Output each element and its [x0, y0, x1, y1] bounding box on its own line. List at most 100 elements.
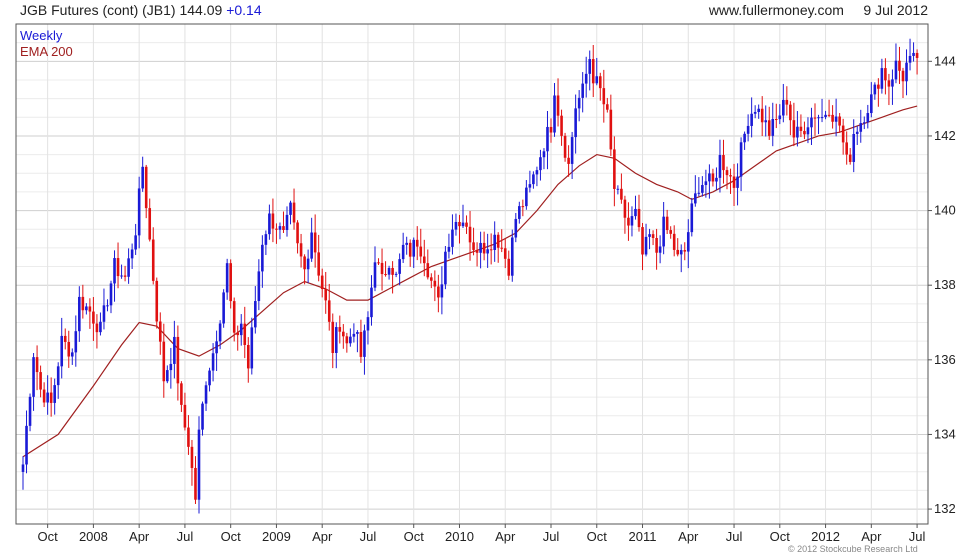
candle-body — [275, 228, 278, 230]
candle-body — [447, 246, 451, 252]
candle-body — [630, 216, 634, 226]
y-tick-label: 132 — [934, 501, 956, 516]
candle-body — [53, 385, 56, 403]
candle-body — [148, 208, 152, 240]
chart-header-right: www.fullermoney.com 9 Jul 2012 — [709, 2, 928, 18]
candle-body — [39, 372, 42, 390]
candle-body — [697, 192, 701, 194]
candle-body — [686, 232, 690, 252]
candle-body — [81, 296, 85, 311]
candle-body — [229, 263, 232, 302]
candle-body — [500, 247, 504, 249]
candle-body — [651, 234, 655, 239]
candle-body — [264, 234, 268, 245]
candle-body — [739, 142, 743, 177]
candle-body — [78, 296, 81, 332]
candle-body — [824, 114, 827, 118]
candle-body — [588, 59, 592, 74]
candle-body — [560, 115, 563, 136]
candle-body — [451, 229, 454, 247]
candle-body — [313, 232, 317, 253]
candle-body — [859, 123, 863, 132]
candle-body — [401, 244, 405, 260]
candle-body — [120, 275, 123, 277]
candle-body — [106, 305, 109, 307]
site-url[interactable]: www.fullermoney.com — [708, 2, 844, 18]
candle-body — [746, 125, 750, 134]
candle-body — [496, 234, 500, 248]
candle-body — [356, 332, 359, 334]
candle-body — [634, 208, 637, 217]
candle-body — [764, 120, 768, 123]
candle-body — [180, 383, 183, 405]
candle-body — [324, 289, 328, 301]
candle-body — [67, 341, 71, 357]
candle-body — [158, 321, 162, 342]
candle-body — [669, 230, 672, 234]
candle-body — [542, 151, 546, 158]
candle-body — [327, 300, 331, 322]
candle-body — [236, 332, 240, 336]
candle-body — [419, 246, 423, 257]
candle-body — [908, 55, 912, 63]
candle-body — [799, 126, 803, 131]
candle-body — [211, 353, 215, 371]
candle-body — [539, 157, 542, 171]
candle-body — [299, 243, 303, 257]
y-tick-label: 140 — [934, 203, 956, 218]
candle-body — [834, 116, 838, 122]
candle-body — [444, 251, 447, 285]
candle-body — [151, 239, 155, 281]
candle-body — [32, 357, 35, 397]
x-tick-label: Oct — [221, 529, 242, 544]
candle-body — [796, 126, 799, 138]
candle-body — [482, 242, 486, 254]
x-tick-label: Jul — [360, 529, 377, 544]
candle-body — [820, 117, 824, 119]
candle-body — [701, 185, 704, 193]
candle-body — [891, 79, 894, 87]
candle-body — [750, 113, 753, 126]
candle-body — [320, 275, 324, 290]
candle-body — [493, 234, 496, 251]
candle-body — [620, 188, 623, 200]
last-price: 144.09 — [179, 2, 223, 18]
candle-body — [637, 208, 641, 228]
x-tick-label: Jul — [909, 529, 926, 544]
candle-body — [912, 52, 915, 56]
candle-body — [461, 222, 465, 227]
candle-body — [722, 155, 725, 171]
candle-body — [598, 76, 602, 89]
candle-body — [317, 252, 320, 276]
candle-body — [778, 115, 782, 120]
candle-body — [95, 323, 99, 333]
candle-body — [715, 177, 718, 182]
x-axis: Oct 2008 Apr Jul Oct 2009 Apr Jul Oct 2010 Apr Jul O… — [38, 524, 926, 544]
candle-body — [525, 187, 528, 207]
candle-body — [183, 404, 187, 428]
candle-body — [116, 258, 120, 277]
candle-body — [42, 389, 46, 403]
candle-body — [567, 157, 570, 164]
candle-body — [391, 267, 394, 275]
candle-body — [549, 126, 553, 133]
candle-body — [289, 202, 292, 215]
candle-body — [405, 242, 408, 245]
candle-body — [782, 99, 785, 116]
candle-body — [577, 97, 581, 109]
candle-body — [232, 301, 236, 333]
candle-body — [609, 109, 613, 150]
candle-body — [352, 333, 356, 337]
candle-body — [239, 323, 243, 336]
candle-body — [806, 127, 810, 135]
x-tick-label: Apr — [678, 529, 699, 544]
candle-body — [472, 242, 475, 250]
candle-body — [679, 250, 683, 255]
candle-body — [127, 258, 130, 277]
candle-body — [222, 292, 225, 324]
candle-body — [736, 176, 739, 188]
candle-body — [130, 249, 134, 259]
candle-body — [261, 244, 264, 272]
candle-body — [873, 84, 877, 95]
candle-body — [503, 248, 507, 259]
